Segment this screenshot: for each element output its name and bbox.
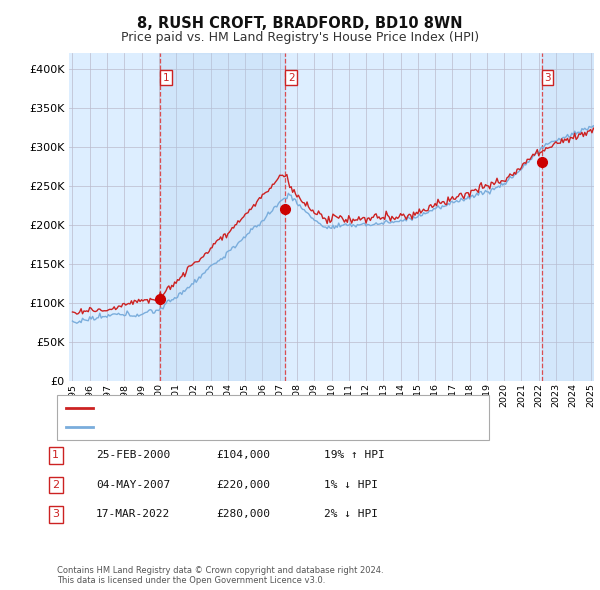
Text: 8, RUSH CROFT, BRADFORD, BD10 8WN (detached house): 8, RUSH CROFT, BRADFORD, BD10 8WN (detac… — [99, 403, 402, 412]
Text: 3: 3 — [52, 510, 59, 519]
Text: £280,000: £280,000 — [216, 510, 270, 519]
Text: 25-FEB-2000: 25-FEB-2000 — [96, 451, 170, 460]
Text: Contains HM Land Registry data © Crown copyright and database right 2024.
This d: Contains HM Land Registry data © Crown c… — [57, 566, 383, 585]
Text: 1: 1 — [52, 451, 59, 460]
Text: 1: 1 — [163, 73, 169, 83]
Text: 2: 2 — [52, 480, 59, 490]
Text: 2% ↓ HPI: 2% ↓ HPI — [324, 510, 378, 519]
Text: 19% ↑ HPI: 19% ↑ HPI — [324, 451, 385, 460]
Text: 8, RUSH CROFT, BRADFORD, BD10 8WN: 8, RUSH CROFT, BRADFORD, BD10 8WN — [137, 16, 463, 31]
Bar — [160, 53, 286, 381]
Text: £104,000: £104,000 — [216, 451, 270, 460]
Bar — [542, 53, 599, 381]
Text: 1% ↓ HPI: 1% ↓ HPI — [324, 480, 378, 490]
Text: 3: 3 — [544, 73, 551, 83]
Text: HPI: Average price, detached house, Bradford: HPI: Average price, detached house, Brad… — [99, 422, 337, 432]
Text: 04-MAY-2007: 04-MAY-2007 — [96, 480, 170, 490]
Text: £220,000: £220,000 — [216, 480, 270, 490]
Text: Price paid vs. HM Land Registry's House Price Index (HPI): Price paid vs. HM Land Registry's House … — [121, 31, 479, 44]
Text: 2: 2 — [288, 73, 295, 83]
Text: 17-MAR-2022: 17-MAR-2022 — [96, 510, 170, 519]
